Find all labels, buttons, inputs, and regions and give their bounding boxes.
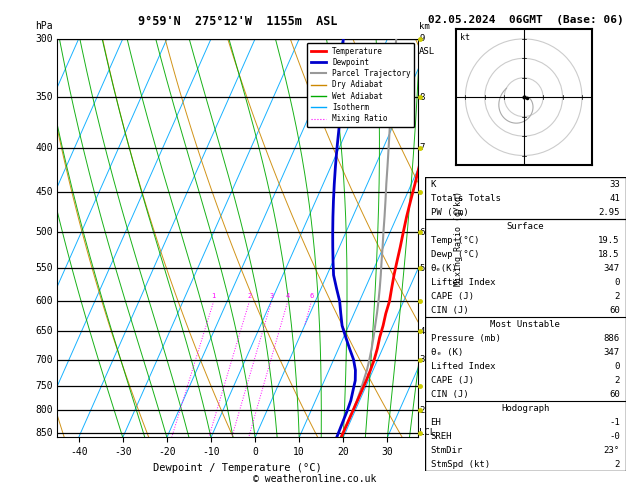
Text: 1: 1 [211,293,216,299]
Text: 4: 4 [286,293,290,299]
Text: θₑ (K): θₑ (K) [431,348,463,357]
Text: 41: 41 [609,194,620,203]
Text: 2: 2 [419,405,425,415]
Text: 347: 347 [604,264,620,273]
Text: 886: 886 [604,334,620,343]
Text: 0: 0 [615,278,620,287]
Text: 3: 3 [419,355,425,364]
Text: 300: 300 [35,34,53,44]
Text: Pressure (mb): Pressure (mb) [431,334,501,343]
Text: -1: -1 [609,418,620,427]
Text: Temp (°C): Temp (°C) [431,236,479,245]
X-axis label: Dewpoint / Temperature (°C): Dewpoint / Temperature (°C) [153,463,322,473]
Text: 23°: 23° [604,446,620,455]
Text: 60: 60 [609,306,620,315]
Text: 5: 5 [419,264,425,273]
Text: 2: 2 [247,293,252,299]
Text: 850: 850 [35,428,53,438]
Text: 550: 550 [35,263,53,273]
Text: 2: 2 [615,292,620,301]
Text: θₑ(K): θₑ(K) [431,264,457,273]
Text: 2.95: 2.95 [598,208,620,217]
Text: 60: 60 [609,390,620,399]
Text: 700: 700 [35,354,53,364]
Text: 800: 800 [35,405,53,415]
Text: CAPE (J): CAPE (J) [431,376,474,385]
Text: StmDir: StmDir [431,446,463,455]
Text: 2: 2 [615,460,620,469]
Text: SREH: SREH [431,432,452,441]
Text: 4: 4 [419,327,425,336]
Text: Dewp (°C): Dewp (°C) [431,250,479,259]
Text: 400: 400 [35,143,53,153]
Legend: Temperature, Dewpoint, Parcel Trajectory, Dry Adiabat, Wet Adiabat, Isotherm, Mi: Temperature, Dewpoint, Parcel Trajectory… [307,43,415,127]
Text: 3: 3 [269,293,274,299]
Text: hPa: hPa [35,21,53,31]
Text: 02.05.2024  06GMT  (Base: 06): 02.05.2024 06GMT (Base: 06) [428,15,623,25]
Text: 450: 450 [35,187,53,197]
Text: 650: 650 [35,327,53,336]
Text: 18.5: 18.5 [598,250,620,259]
Text: 500: 500 [35,227,53,237]
Text: Mixing Ratio (g/kg): Mixing Ratio (g/kg) [454,191,462,286]
Text: 6: 6 [309,293,314,299]
Text: CIN (J): CIN (J) [431,390,468,399]
Text: -0: -0 [609,432,620,441]
Text: 347: 347 [604,348,620,357]
Text: Lifted Index: Lifted Index [431,362,495,371]
Text: Most Unstable: Most Unstable [490,320,560,329]
Text: 2: 2 [615,376,620,385]
Text: CIN (J): CIN (J) [431,306,468,315]
Text: PW (cm): PW (cm) [431,208,468,217]
Text: Totals Totals: Totals Totals [431,194,501,203]
Text: K: K [431,180,436,189]
Text: Lifted Index: Lifted Index [431,278,495,287]
Text: 19.5: 19.5 [598,236,620,245]
Text: LCL: LCL [419,429,435,437]
Text: © weatheronline.co.uk: © weatheronline.co.uk [253,473,376,484]
Text: 6: 6 [419,227,425,237]
Text: StmSpd (kt): StmSpd (kt) [431,460,490,469]
Text: Surface: Surface [506,222,544,231]
Text: ASL: ASL [419,47,435,56]
Text: 0: 0 [615,362,620,371]
Text: 9: 9 [419,35,425,43]
Text: 7: 7 [419,143,425,152]
Text: km: km [419,22,430,31]
Text: 350: 350 [35,92,53,102]
Text: kt: kt [460,33,470,42]
Text: 750: 750 [35,381,53,391]
Text: 600: 600 [35,296,53,306]
Text: Hodograph: Hodograph [501,404,549,413]
Text: CAPE (J): CAPE (J) [431,292,474,301]
Text: 33: 33 [609,180,620,189]
Text: 9°59'N  275°12'W  1155m  ASL: 9°59'N 275°12'W 1155m ASL [138,15,337,28]
Text: EH: EH [431,418,442,427]
Text: 8: 8 [419,93,425,102]
